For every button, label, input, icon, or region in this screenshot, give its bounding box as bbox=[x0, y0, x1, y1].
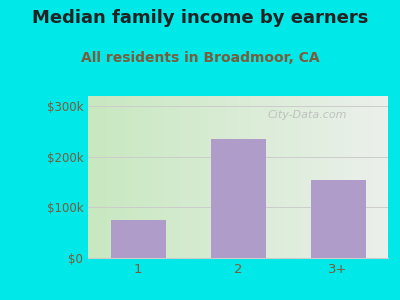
Text: Median family income by earners: Median family income by earners bbox=[32, 9, 368, 27]
Text: City-Data.com: City-Data.com bbox=[267, 110, 347, 120]
Bar bbox=[210, 139, 266, 258]
Bar bbox=[310, 179, 366, 258]
Text: All residents in Broadmoor, CA: All residents in Broadmoor, CA bbox=[81, 51, 319, 65]
Bar bbox=[110, 220, 166, 258]
